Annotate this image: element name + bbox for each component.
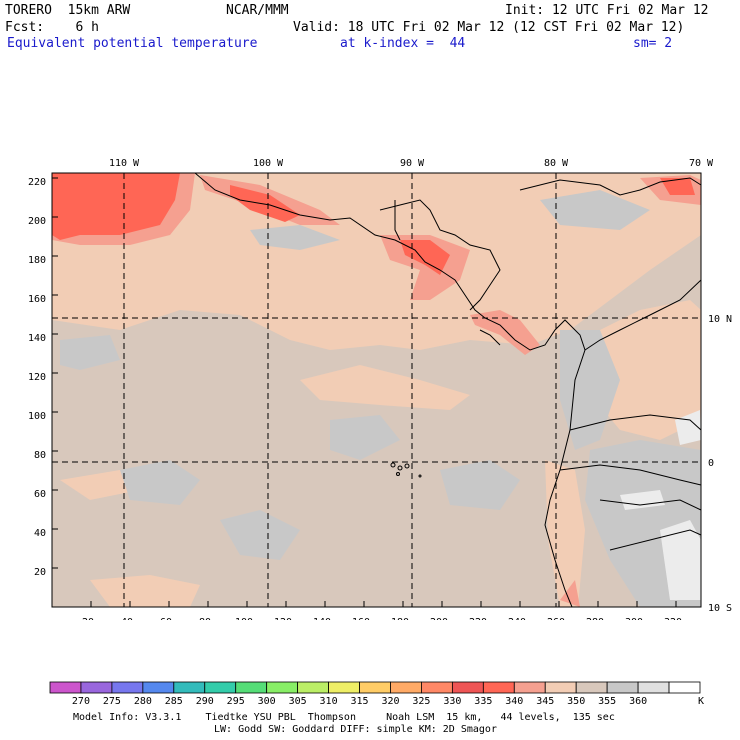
map-plot: 110 W 100 W 90 W 80 W 70 W 10 N 0 10 S 2… [28,158,732,620]
x-tick-label: 300 [625,617,643,620]
colorbar-unit: K [698,696,704,707]
lat-label-0: 0 [708,458,714,469]
colorbar-label: 325 [412,696,430,707]
x-tick-label: 140 [313,617,331,620]
colorbar-swatch [204,681,237,694]
colorbar-swatch [637,681,670,694]
lat-label-10n: 10 N [708,314,732,325]
x-tick-label: 220 [469,617,487,620]
x-tick-label: 60 [160,617,172,620]
colorbar-swatch [235,681,268,694]
smoothing: sm= 2 [633,36,673,51]
x-tick-label: 100 [235,617,253,620]
colorbar-label: 305 [289,696,307,707]
colorbar-label: 300 [258,696,276,707]
x-axis-labels: 20 40 60 80 100 120 140 160 180 200 220 … [82,617,682,620]
colorbar-swatch [173,681,206,694]
colorbar-swatch [142,681,175,694]
lon-label-100w: 100 W [253,158,284,169]
lon-label-80w: 80 W [544,158,569,169]
valid-time: Valid: 18 UTC Fri 02 Mar 12 (12 CST Fri … [293,20,685,35]
lat-label-10s: 10 S [708,603,732,614]
init-time: Init: 12 UTC Fri 02 Mar 12 [505,3,709,18]
colorbar-swatch [297,681,329,694]
y-tick-label: 120 [28,372,46,383]
colorbar-swatch [390,681,422,694]
colorbar-label: 330 [443,696,461,707]
x-tick-label: 320 [664,617,682,620]
colorbar-label: 315 [350,696,368,707]
colorbar-swatch [111,681,144,694]
colorbar-swatch [482,681,515,694]
y-tick-label: 80 [34,450,46,461]
colorbar-swatch [544,681,577,694]
colorbar-label: 285 [165,696,183,707]
model-info-line2: LW: Godd SW: Goddard DIFF: simple KM: 2D… [214,724,497,735]
x-tick-label: 280 [586,617,604,620]
colorbar-label: 320 [381,696,399,707]
colorbar-swatch [668,681,701,694]
colorbar-label: 295 [227,696,245,707]
colorbar-label: 340 [505,696,523,707]
colorbar-swatch [513,681,546,694]
organization: NCAR/MMM [226,3,289,18]
colorbar-label: 345 [536,696,554,707]
model-name: TORERO 15km ARW [5,3,131,18]
coastlines [194,172,702,608]
y-tick-label: 60 [34,489,46,500]
colorbar-labels: 270 275 280 285 290 295 300 305 310 315 320 325 330 3… [72,696,647,707]
y-tick-label: 40 [34,528,46,539]
x-tick-label: 80 [199,617,211,620]
level-index: at k-index = 44 [340,36,466,51]
y-tick-label: 20 [34,567,46,578]
colorbar: 270 275 280 285 290 295 300 305 310 315 320 325 330 3… [49,681,704,707]
x-tick-label: 40 [121,617,133,620]
colorbar-label: 360 [629,696,647,707]
colorbar-label: 275 [103,696,121,707]
temperature-field [52,173,701,607]
x-tick-label: 180 [391,617,409,620]
y-tick-label: 160 [28,294,46,305]
colorbar-label: 280 [134,696,152,707]
colorbar-swatch [421,681,453,694]
colorbar-label: 310 [320,696,338,707]
colorbar-label: 355 [598,696,616,707]
lon-label-110w: 110 W [109,158,140,169]
colorbar-label: 350 [567,696,585,707]
colorbar-boxes [49,681,701,694]
colorbar-swatch [575,681,608,694]
y-axis-labels: 220 200 180 160 140 120 100 80 60 40 20 [28,177,46,578]
y-tick-label: 220 [28,177,46,188]
model-info-line1: Model Info: V3.3.1 Tiedtke YSU PBL Thomp… [73,712,615,723]
colorbar-swatch [451,681,484,694]
colorbar-swatch [49,681,82,694]
tick-marks [51,177,677,608]
colorbar-swatch [80,681,113,694]
colorbar-swatch [359,681,391,694]
x-tick-label: 240 [508,617,526,620]
y-tick-label: 100 [28,411,46,422]
colorbar-swatch [266,681,299,694]
colorbar-swatch [606,681,639,694]
x-tick-label: 260 [547,617,565,620]
y-tick-label: 140 [28,333,46,344]
y-tick-label: 180 [28,255,46,266]
lon-label-70w: 70 W [689,158,714,169]
field-name: Equivalent potential temperature [7,36,258,51]
colorbar-label: 335 [474,696,492,707]
colorbar-label: 290 [196,696,214,707]
x-tick-label: 160 [352,617,370,620]
colorbar-label: 270 [72,696,90,707]
x-tick-label: 120 [274,617,292,620]
map-frame [51,172,702,608]
lon-label-90w: 90 W [400,158,425,169]
x-tick-label: 200 [430,617,448,620]
colorbar-swatch [328,681,360,694]
graticule [52,173,701,607]
forecast-hour: Fcst: 6 h [5,20,99,35]
y-tick-label: 200 [28,216,46,227]
x-tick-label: 20 [82,617,94,620]
